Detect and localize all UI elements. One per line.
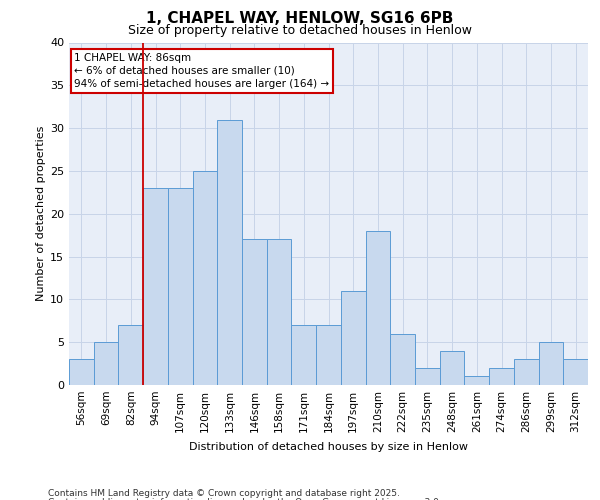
Bar [539,342,563,385]
Text: Contains public sector information licensed under the Open Government Licence v3: Contains public sector information licen… [48,498,442,500]
Bar [143,188,168,385]
Text: 1 CHAPEL WAY: 86sqm
← 6% of detached houses are smaller (10)
94% of semi-detache: 1 CHAPEL WAY: 86sqm ← 6% of detached hou… [74,53,329,89]
Text: Distribution of detached houses by size in Henlow: Distribution of detached houses by size … [190,442,469,452]
Bar [193,171,217,385]
Text: Size of property relative to detached houses in Henlow: Size of property relative to detached ho… [128,24,472,37]
Bar [242,240,267,385]
Bar [341,291,365,385]
Bar [316,325,341,385]
Bar [440,351,464,385]
Bar [489,368,514,385]
Bar [415,368,440,385]
Bar [514,360,539,385]
Bar [365,231,390,385]
Text: 1, CHAPEL WAY, HENLOW, SG16 6PB: 1, CHAPEL WAY, HENLOW, SG16 6PB [146,11,454,26]
Bar [168,188,193,385]
Bar [94,342,118,385]
Text: Contains HM Land Registry data © Crown copyright and database right 2025.: Contains HM Land Registry data © Crown c… [48,488,400,498]
Bar [563,360,588,385]
Bar [118,325,143,385]
Bar [217,120,242,385]
Bar [69,360,94,385]
Bar [292,325,316,385]
Bar [267,240,292,385]
Bar [464,376,489,385]
Y-axis label: Number of detached properties: Number of detached properties [36,126,46,302]
Bar [390,334,415,385]
